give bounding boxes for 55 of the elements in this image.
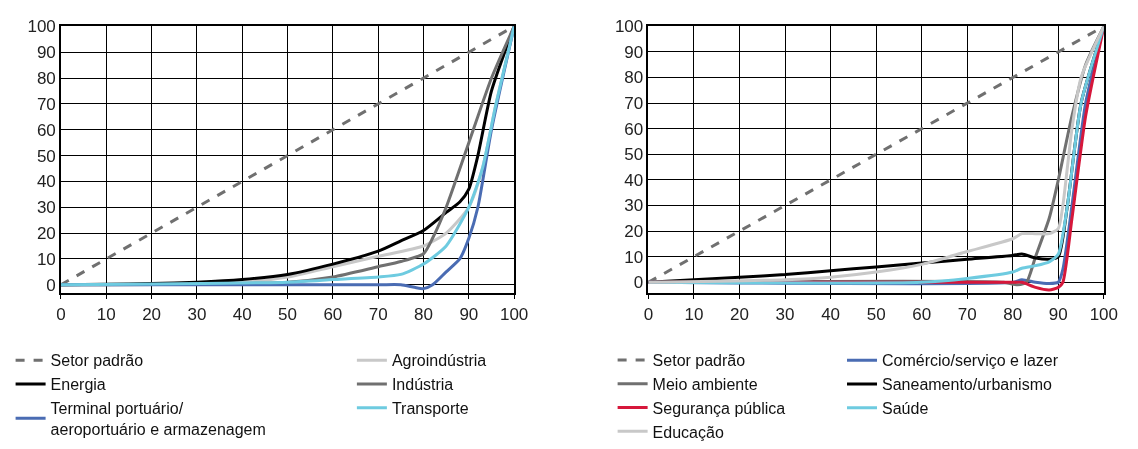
legend-label: Segurança pública xyxy=(652,399,786,417)
y-tick-label: 40 xyxy=(36,172,56,192)
legend-label: Energia xyxy=(50,376,106,394)
y-tick-label: 30 xyxy=(36,198,56,218)
x-tick-label: 100 xyxy=(499,304,529,324)
legend-label: Agroindústria xyxy=(391,352,487,370)
y-tick-label: 70 xyxy=(624,94,644,114)
y-tick-label: 20 xyxy=(624,222,644,242)
x-tick-label: 60 xyxy=(912,304,932,324)
x-tick-label: 80 xyxy=(414,304,433,324)
legend-label: Indústria xyxy=(391,376,454,394)
x-tick-label: 20 xyxy=(142,304,162,324)
legend-label: Transporte xyxy=(391,399,469,417)
y-tick-label: 50 xyxy=(36,146,56,166)
legend-label: Educação xyxy=(652,423,724,441)
y-tick-label: 50 xyxy=(624,145,644,165)
x-tick-label: 50 xyxy=(278,304,298,324)
x-tick-label: 30 xyxy=(775,304,795,324)
x-tick-label: 40 xyxy=(232,304,252,324)
y-tick-label: 0 xyxy=(633,273,644,293)
x-tick-label: 70 xyxy=(368,304,388,324)
x-tick-label: 90 xyxy=(1048,304,1068,324)
y-tick-label: 80 xyxy=(624,68,644,88)
legend-label: Meio ambiente xyxy=(652,375,758,393)
y-tick-label: 60 xyxy=(624,119,644,139)
x-tick-label: 60 xyxy=(323,304,343,324)
x-tick-label: 50 xyxy=(866,304,886,324)
x-tick-label: 90 xyxy=(459,304,479,324)
legend-label: Saúde xyxy=(882,399,929,417)
y-tick-label: 40 xyxy=(624,170,644,190)
x-tick-label: 10 xyxy=(684,304,704,324)
legend-label: Setor padrão xyxy=(652,352,746,370)
x-tick-label: 80 xyxy=(1003,304,1023,324)
y-tick-label: 30 xyxy=(624,196,644,216)
legend-label: Terminal portuário/ aeroportuário e armazenagem xyxy=(50,399,266,438)
y-tick-label: 70 xyxy=(36,94,56,114)
y-tick-label: 90 xyxy=(624,42,644,62)
y-tick-label: 80 xyxy=(36,68,56,88)
y-tick-label: 60 xyxy=(36,120,56,140)
y-tick-label: 90 xyxy=(36,43,56,63)
x-tick-label: 30 xyxy=(187,304,207,324)
y-tick-label: 20 xyxy=(36,224,56,244)
x-tick-label: 100 xyxy=(1089,304,1119,324)
x-tick-label: 70 xyxy=(957,304,977,324)
x-tick-label: 10 xyxy=(96,304,116,324)
y-tick-label: 100 xyxy=(27,17,56,37)
y-tick-label: 10 xyxy=(624,247,644,267)
y-tick-label: 0 xyxy=(46,275,56,295)
legend-label: Saneamento/urbanismo xyxy=(882,376,1052,394)
x-tick-label: 40 xyxy=(821,304,841,324)
legend-label: Setor padrão xyxy=(50,352,144,370)
y-tick-label: 10 xyxy=(36,249,56,269)
legend-label: Comércio/serviço e lazer xyxy=(882,352,1059,370)
y-tick-label: 100 xyxy=(614,17,644,37)
x-tick-label: 20 xyxy=(730,304,749,324)
